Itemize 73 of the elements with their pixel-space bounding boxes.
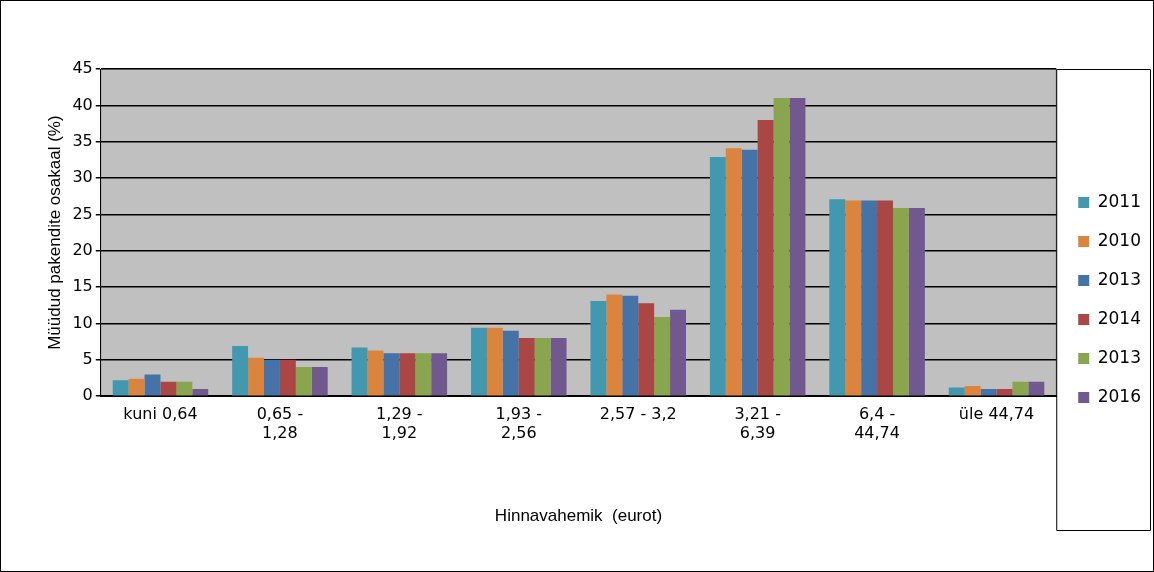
bar	[670, 309, 686, 396]
bar	[351, 347, 368, 396]
bar	[176, 381, 193, 396]
y-axis-title: Müüdud pakendite osakaal (%)	[44, 115, 64, 350]
bar	[590, 300, 607, 396]
bar	[654, 316, 671, 396]
bar	[112, 380, 129, 396]
bar	[399, 353, 416, 396]
bar	[128, 378, 145, 396]
bar	[908, 207, 925, 396]
x-axis-title: Hinnavahemik (eurot)	[494, 506, 663, 526]
bar	[845, 200, 862, 396]
x-tick-label: 6,4 - 44,74	[854, 403, 900, 443]
bar	[192, 388, 209, 396]
bar	[725, 148, 742, 396]
bar	[383, 353, 400, 396]
bar	[1028, 381, 1045, 396]
x-tick-label: 2,57 - 3,2	[599, 403, 677, 423]
bar	[877, 200, 894, 396]
bar	[144, 374, 161, 396]
y-tick-label: 15	[72, 276, 93, 296]
x-tick-label: 1,93 - 2,56	[495, 403, 543, 443]
bar	[160, 381, 177, 396]
bar	[248, 357, 264, 396]
bar	[471, 327, 487, 396]
bar	[709, 156, 726, 396]
bar	[1012, 381, 1029, 396]
y-tick-label: 35	[72, 130, 93, 150]
y-tick-label: 5	[82, 349, 93, 368]
x-tick-label: 0,65 - 1,28	[256, 403, 304, 443]
bar	[606, 294, 623, 396]
y-tick-label: 30	[72, 167, 93, 187]
legend-label: 2016	[1097, 385, 1141, 406]
y-tick-label: 10	[72, 312, 93, 332]
bar	[502, 330, 519, 396]
bar	[964, 386, 981, 396]
bar	[741, 149, 758, 396]
bar	[829, 199, 846, 396]
legend-label: 2010	[1097, 229, 1141, 250]
bar	[263, 359, 280, 396]
bar	[367, 350, 384, 396]
bar	[415, 353, 432, 396]
bar	[773, 98, 790, 396]
bar	[486, 327, 503, 396]
x-tick-label: kuni 0,64	[123, 403, 198, 423]
y-tick-label: 20	[72, 239, 93, 259]
bar	[311, 367, 328, 396]
bar	[980, 388, 997, 396]
bar	[789, 98, 806, 396]
bar	[534, 338, 551, 396]
y-tick-label: 45	[72, 58, 93, 78]
bar	[279, 359, 296, 396]
bar	[861, 200, 878, 396]
bar	[518, 338, 535, 396]
bar	[893, 207, 909, 396]
legend-label: 2011	[1097, 190, 1141, 211]
legend-label: 2014	[1097, 307, 1141, 328]
legend-label: 2013	[1097, 268, 1141, 289]
bar	[431, 353, 448, 396]
bar	[622, 295, 639, 396]
y-tick-label: 25	[72, 203, 93, 223]
bar	[550, 338, 567, 396]
y-tick-label: 0	[82, 385, 93, 405]
bar	[232, 346, 249, 396]
bar	[948, 387, 965, 396]
legend-label: 2013	[1097, 346, 1141, 367]
bar	[295, 367, 312, 396]
x-tick-label: üle 44,74	[958, 403, 1035, 423]
bar	[638, 303, 655, 396]
y-tick-label: 40	[72, 94, 93, 114]
x-tick-label: 3,21 - 6,39	[734, 403, 781, 443]
x-tick-label: 1,29 - 1,92	[376, 403, 423, 443]
bar	[757, 119, 774, 396]
